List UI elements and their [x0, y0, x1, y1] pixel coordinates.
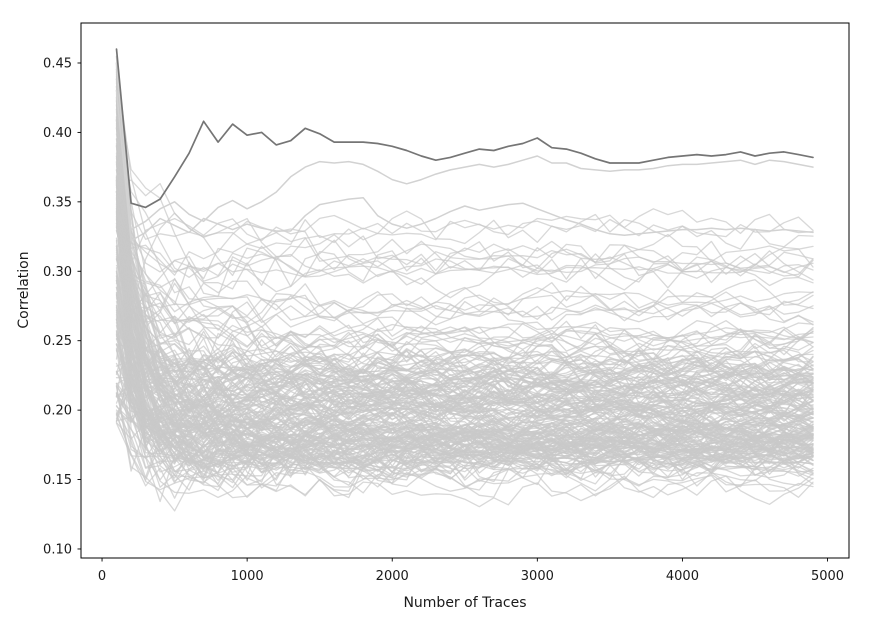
ghost-trace-line — [115, 62, 814, 451]
ghost-trace-line — [115, 169, 814, 351]
ghost-trace-line — [115, 343, 814, 394]
ghost-trace-line — [115, 89, 814, 350]
ghost-trace-line — [115, 275, 814, 508]
x-tick-label: 4000 — [666, 569, 699, 584]
ghost-trace-line — [115, 108, 814, 399]
ghost-trace-line — [115, 127, 814, 278]
ghost-trace-line — [115, 122, 814, 491]
x-tick-label: 2000 — [376, 569, 409, 584]
ghost-trace-line — [115, 376, 814, 423]
y-axis-title: Correlation — [16, 251, 32, 329]
ghost-trace-line — [115, 126, 814, 278]
ghost-trace-line — [115, 179, 814, 258]
ghost-trace-line — [115, 55, 814, 426]
ghost-trace-line — [115, 64, 814, 328]
ghost-trace-line — [115, 334, 814, 485]
y-tick-label: 0.40 — [43, 126, 72, 141]
x-tick-label: 1000 — [231, 569, 264, 584]
ghost-trace-line — [115, 293, 814, 376]
ghost-trace-line — [115, 205, 814, 394]
runner-up-trace-line — [115, 62, 814, 231]
axes-spines — [80, 22, 850, 559]
ghost-trace-line — [115, 66, 814, 417]
y-tick-label: 0.25 — [43, 334, 72, 349]
ghost-trace-line — [115, 186, 814, 390]
x-tick-label: 0 — [98, 569, 106, 584]
x-tick-label: 5000 — [811, 569, 844, 584]
y-tick-label: 0.10 — [43, 542, 72, 557]
ghost-trace-line — [115, 218, 814, 486]
ghost-trace-line — [115, 230, 814, 339]
ghost-trace-line — [115, 373, 814, 431]
y-tick-label: 0.15 — [43, 473, 72, 488]
ghost-trace-line — [115, 323, 814, 420]
ghost-trace-line — [115, 229, 814, 395]
ghost-trace-line — [115, 384, 814, 512]
ghost-trace-line — [115, 155, 814, 430]
ghost-trace-line — [115, 214, 814, 360]
ghost-trace-line — [115, 179, 814, 450]
ghost-trace-line — [115, 223, 814, 306]
y-tick-label: 0.45 — [43, 56, 72, 71]
ghost-trace-line — [115, 68, 814, 347]
max-correlation-trace-line — [115, 48, 814, 209]
third-candidate-trace-line — [115, 90, 814, 242]
ghost-trace-line — [115, 212, 814, 376]
ghost-trace-line — [115, 385, 814, 454]
ghost-trace-line — [115, 335, 814, 460]
ghost-trace-line — [115, 245, 814, 489]
y-tick-label: 0.30 — [43, 265, 72, 280]
ghost-trace-line — [115, 220, 814, 276]
ghost-trace-line — [115, 209, 814, 290]
x-axis-title: Number of Traces — [403, 595, 527, 611]
ghost-trace-line — [115, 282, 814, 332]
ghost-trace-line — [115, 256, 814, 398]
x-tick-label: 3000 — [521, 569, 554, 584]
ghost-trace-line — [115, 319, 814, 484]
ghost-trace-line — [115, 191, 814, 369]
ghost-trace-line — [115, 342, 814, 423]
ghost-trace-line — [115, 343, 814, 400]
ghost-trace-line — [115, 273, 814, 324]
ghost-trace-line — [115, 89, 814, 384]
ghost-trace-line — [115, 388, 814, 425]
y-tick-label: 0.35 — [43, 195, 72, 210]
ghost-trace-line — [115, 127, 814, 434]
ghost-trace-line — [115, 292, 814, 463]
ghost-trace-line — [115, 278, 814, 377]
ghost-trace-line — [115, 98, 814, 250]
ghost-trace-line — [115, 286, 814, 453]
y-tick-label: 0.20 — [43, 404, 72, 419]
ghost-trace-line — [115, 287, 814, 340]
